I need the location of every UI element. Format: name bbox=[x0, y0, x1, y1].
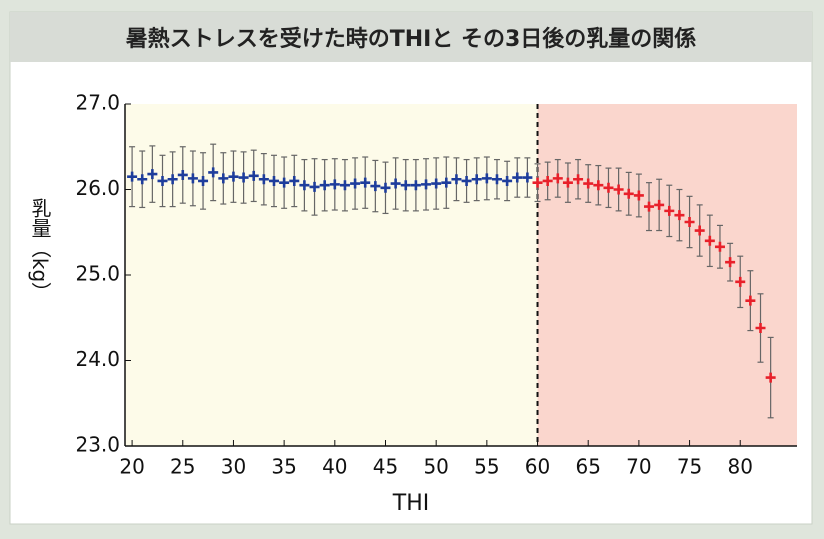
x-tick-label: 70 bbox=[626, 455, 651, 479]
x-tick-label: 20 bbox=[119, 455, 144, 479]
x-axis-label: THI bbox=[392, 491, 429, 516]
x-tick-label: 60 bbox=[525, 455, 550, 479]
y-tick-label: 24.0 bbox=[75, 347, 120, 371]
x-tick-label: 45 bbox=[373, 455, 398, 479]
x-tick-label: 65 bbox=[575, 455, 600, 479]
y-tick-label: 23.0 bbox=[75, 433, 120, 457]
x-tick-label: 25 bbox=[170, 455, 195, 479]
y-axis-label: 乳量（kg） bbox=[28, 197, 52, 302]
region-after bbox=[538, 104, 797, 446]
x-tick-label: 40 bbox=[322, 455, 347, 479]
y-tick-label: 26.0 bbox=[75, 176, 120, 200]
y-tick-label: 25.0 bbox=[75, 262, 120, 286]
x-tick-label: 80 bbox=[728, 455, 753, 479]
region-before bbox=[125, 104, 538, 446]
chart-title: 暑熱ストレスを受けた時のTHIと その3日後の乳量の関係 bbox=[126, 26, 697, 52]
page: {"chart_data": {"type": "errorbar-scatte… bbox=[0, 0, 824, 535]
x-tick-label: 30 bbox=[221, 455, 246, 479]
x-tick-label: 55 bbox=[474, 455, 499, 479]
x-tick-label: 75 bbox=[677, 455, 702, 479]
x-tick-label: 50 bbox=[423, 455, 448, 479]
chart: 暑熱ストレスを受けた時のTHIと その3日後の乳量の関係 THI 乳量（kg） … bbox=[0, 0, 824, 535]
x-tick-label: 35 bbox=[271, 455, 296, 479]
y-tick-label: 27.0 bbox=[75, 91, 120, 115]
